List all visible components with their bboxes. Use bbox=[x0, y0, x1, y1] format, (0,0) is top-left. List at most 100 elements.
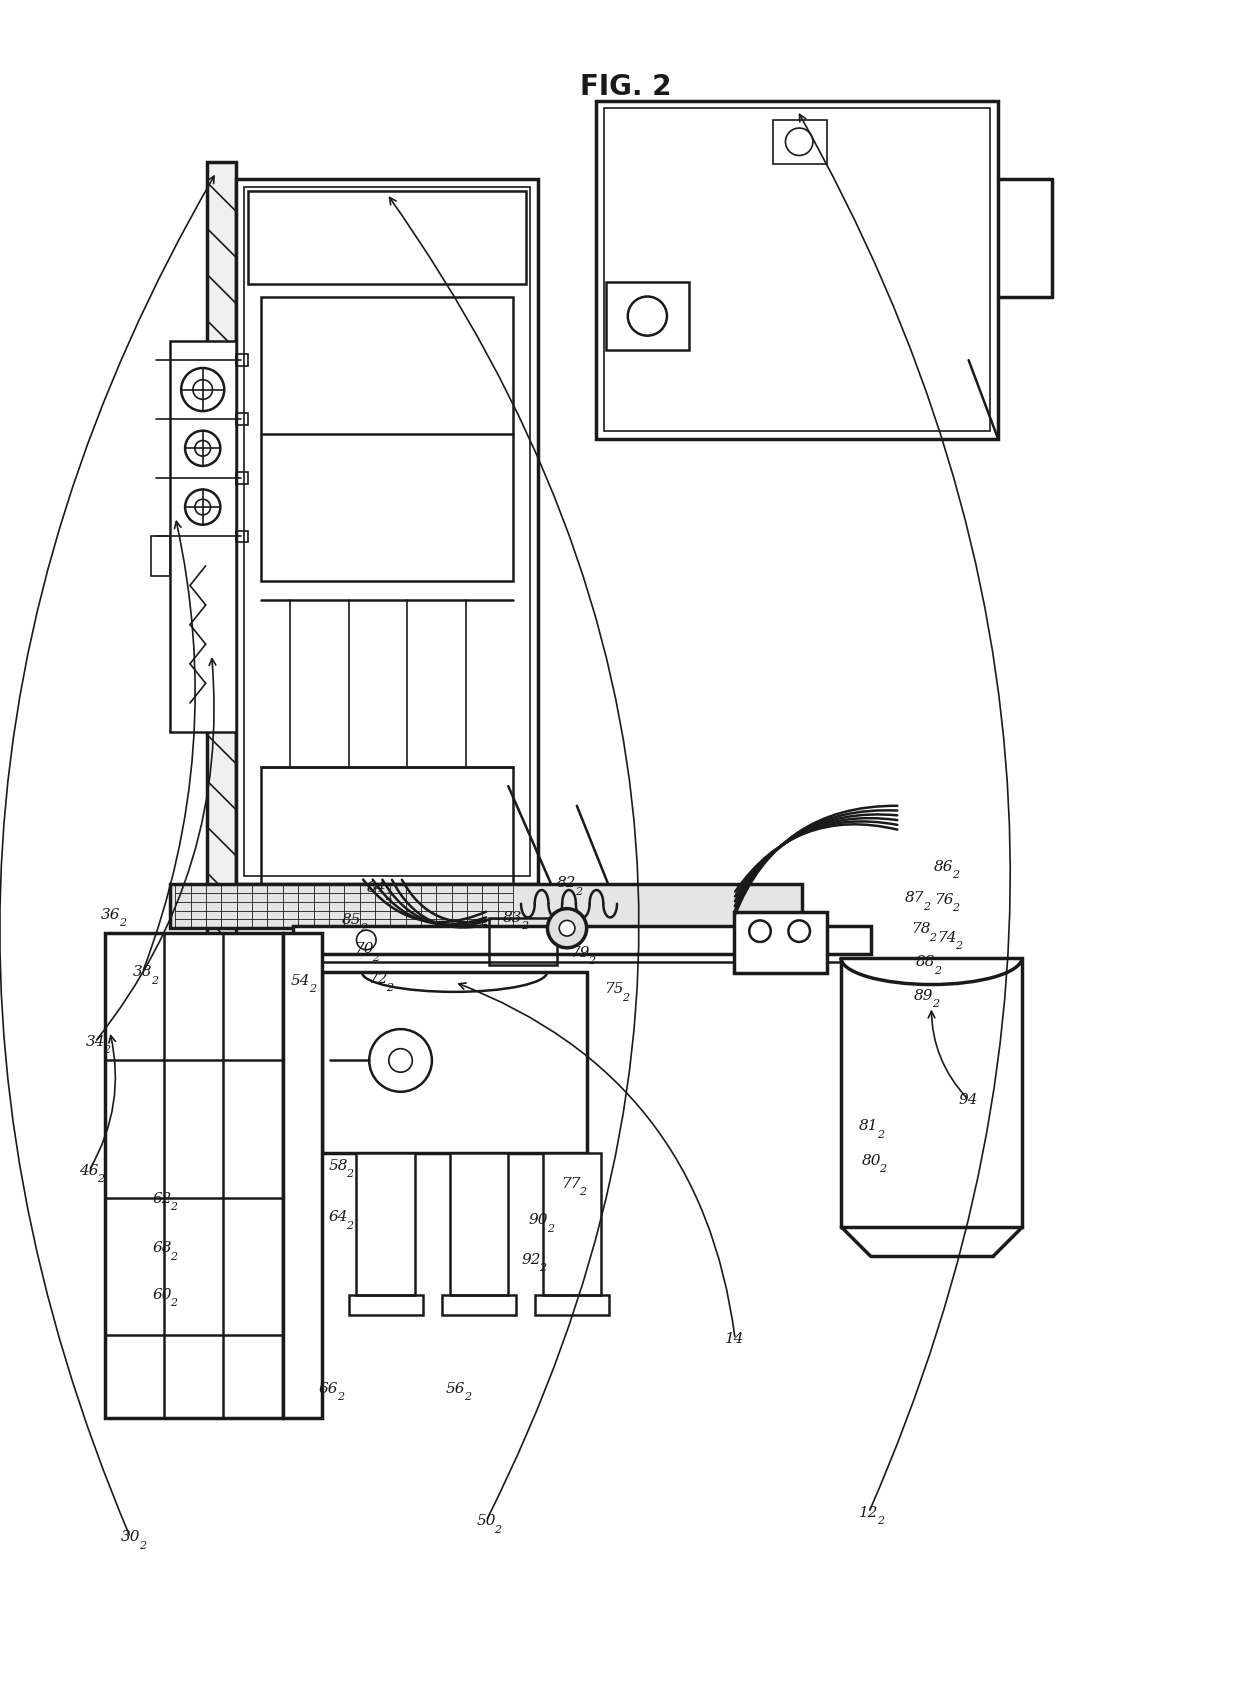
Text: 2: 2 bbox=[139, 1540, 146, 1550]
Text: 2: 2 bbox=[386, 892, 392, 903]
Text: 90: 90 bbox=[528, 1213, 548, 1226]
Text: 60: 60 bbox=[153, 1287, 171, 1302]
Bar bbox=[606, 282, 689, 351]
Text: 2: 2 bbox=[955, 941, 962, 951]
Bar bbox=[170, 341, 236, 732]
Bar bbox=[236, 472, 248, 484]
Text: 68: 68 bbox=[153, 1242, 171, 1255]
Text: 2: 2 bbox=[539, 1264, 547, 1274]
Text: 2: 2 bbox=[464, 1392, 471, 1402]
Text: 2: 2 bbox=[336, 1392, 343, 1402]
Text: 2: 2 bbox=[574, 887, 582, 897]
Text: 54: 54 bbox=[290, 973, 310, 987]
Bar bbox=[534, 1296, 609, 1316]
Bar bbox=[322, 972, 587, 1154]
Text: 2: 2 bbox=[170, 1299, 177, 1307]
Text: 2: 2 bbox=[521, 921, 528, 931]
Text: 80: 80 bbox=[862, 1154, 880, 1167]
Text: FIG. 2: FIG. 2 bbox=[580, 73, 672, 101]
Bar bbox=[105, 933, 283, 1417]
Text: 2: 2 bbox=[622, 992, 629, 1002]
Text: 2: 2 bbox=[309, 984, 316, 994]
Bar bbox=[248, 191, 526, 283]
Text: 2: 2 bbox=[97, 1174, 104, 1184]
Bar bbox=[596, 101, 998, 439]
Bar bbox=[244, 187, 529, 876]
Text: 83: 83 bbox=[503, 911, 522, 924]
Text: 50: 50 bbox=[476, 1513, 496, 1528]
Text: 66: 66 bbox=[319, 1382, 339, 1395]
Bar bbox=[348, 1296, 423, 1316]
Text: 2: 2 bbox=[360, 923, 367, 933]
Circle shape bbox=[548, 909, 587, 948]
Text: 72: 72 bbox=[368, 972, 388, 985]
Text: 88: 88 bbox=[916, 955, 935, 970]
Text: 77: 77 bbox=[562, 1178, 580, 1191]
Bar bbox=[841, 958, 1023, 1226]
Bar bbox=[450, 1154, 508, 1296]
Bar bbox=[170, 884, 802, 928]
Text: 2: 2 bbox=[387, 982, 393, 992]
Bar bbox=[236, 354, 248, 366]
Bar bbox=[489, 918, 557, 965]
Text: 2: 2 bbox=[952, 870, 960, 881]
Text: 2: 2 bbox=[170, 1203, 177, 1213]
Text: 79: 79 bbox=[570, 945, 589, 960]
Circle shape bbox=[559, 921, 575, 936]
Text: 46: 46 bbox=[79, 1164, 99, 1178]
Text: 64: 64 bbox=[329, 1210, 347, 1223]
Text: 14: 14 bbox=[725, 1333, 745, 1346]
Text: 75: 75 bbox=[604, 982, 624, 995]
Text: 2: 2 bbox=[934, 967, 941, 977]
Bar bbox=[236, 531, 248, 542]
Bar bbox=[236, 413, 248, 425]
Text: 36: 36 bbox=[102, 908, 120, 921]
Text: 30: 30 bbox=[120, 1530, 140, 1544]
Text: 78: 78 bbox=[911, 923, 931, 936]
Bar bbox=[283, 933, 322, 1417]
Text: 84: 84 bbox=[367, 881, 387, 896]
Text: 58: 58 bbox=[329, 1159, 347, 1172]
Text: 2: 2 bbox=[103, 1046, 110, 1056]
Text: 94: 94 bbox=[959, 1093, 978, 1107]
Text: 2: 2 bbox=[372, 953, 379, 963]
Text: 2: 2 bbox=[877, 1130, 884, 1140]
Text: 2: 2 bbox=[588, 957, 595, 967]
Text: 62: 62 bbox=[153, 1191, 171, 1206]
Bar bbox=[734, 911, 827, 973]
Text: 70: 70 bbox=[353, 943, 373, 957]
Text: 34: 34 bbox=[86, 1034, 105, 1049]
Bar bbox=[773, 120, 827, 164]
Text: 2: 2 bbox=[547, 1223, 554, 1233]
Text: 2: 2 bbox=[346, 1220, 353, 1230]
Text: 76: 76 bbox=[934, 892, 954, 906]
Text: 92: 92 bbox=[521, 1253, 541, 1267]
Text: 74: 74 bbox=[936, 931, 956, 945]
Text: 2: 2 bbox=[929, 933, 936, 943]
Text: 2: 2 bbox=[923, 901, 930, 911]
Text: 12: 12 bbox=[859, 1506, 878, 1520]
Bar bbox=[543, 1154, 601, 1296]
Bar bbox=[260, 766, 513, 923]
Text: 2: 2 bbox=[579, 1188, 587, 1198]
Bar bbox=[151, 536, 170, 575]
Bar bbox=[260, 297, 513, 580]
Text: 81: 81 bbox=[859, 1118, 878, 1134]
Text: 86: 86 bbox=[934, 860, 954, 874]
Bar bbox=[356, 1154, 415, 1296]
Text: 38: 38 bbox=[133, 965, 153, 980]
Text: 56: 56 bbox=[446, 1382, 465, 1395]
Text: 2: 2 bbox=[879, 1164, 887, 1174]
Text: 85: 85 bbox=[341, 913, 361, 926]
Text: 82: 82 bbox=[557, 876, 577, 891]
Text: 2: 2 bbox=[119, 918, 126, 928]
Text: 2: 2 bbox=[495, 1525, 501, 1535]
Bar bbox=[207, 162, 236, 982]
Text: 89: 89 bbox=[914, 989, 934, 1002]
Text: 2: 2 bbox=[931, 999, 939, 1009]
Text: 2: 2 bbox=[346, 1169, 353, 1179]
Text: 2: 2 bbox=[170, 1252, 177, 1262]
Bar bbox=[604, 108, 991, 430]
Bar bbox=[441, 1296, 516, 1316]
Text: 87: 87 bbox=[905, 891, 925, 904]
